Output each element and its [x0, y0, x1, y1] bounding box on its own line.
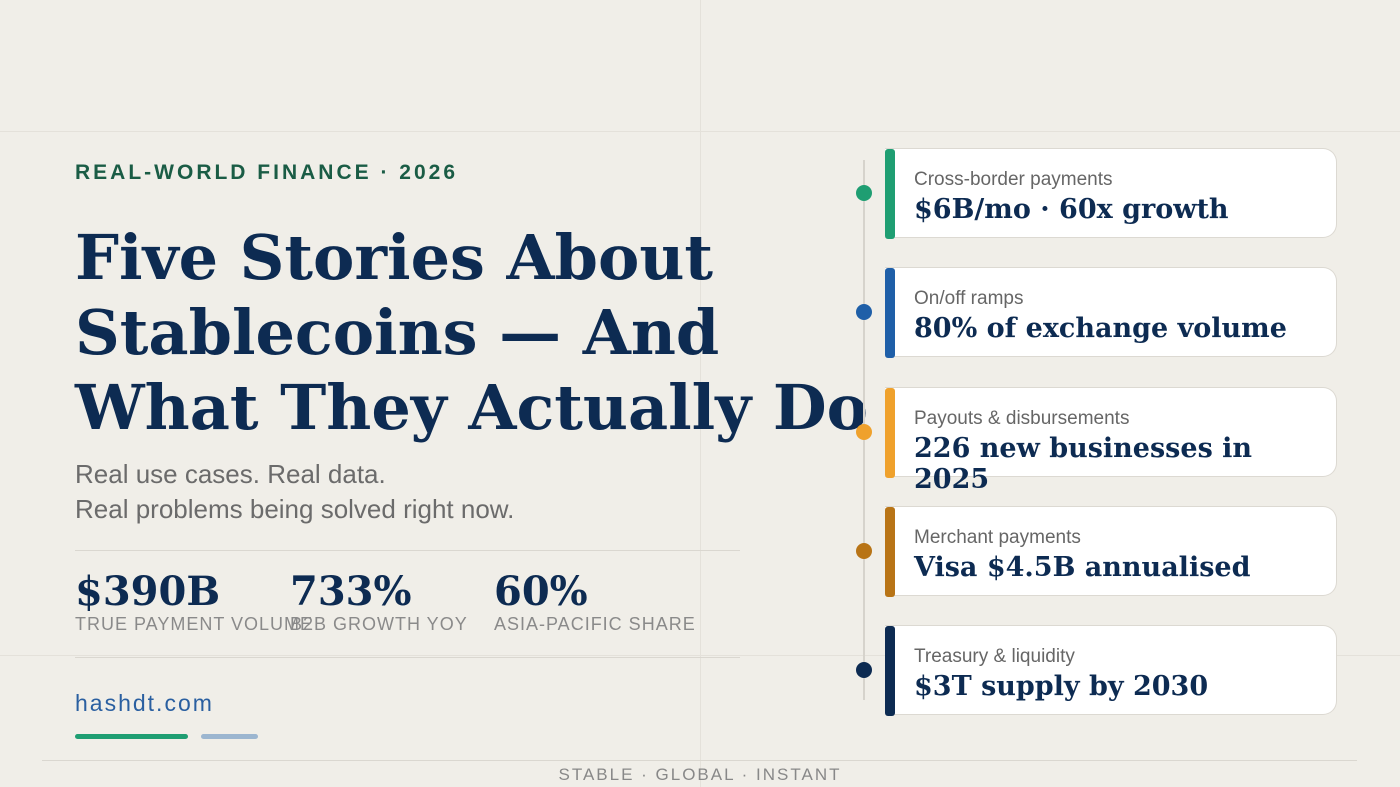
- timeline-dot: [856, 304, 872, 321]
- story-card: Treasury & liquidity $3T supply by 2030: [885, 625, 1337, 716]
- timeline-dot: [856, 185, 872, 201]
- stat-value: 733%: [290, 568, 412, 615]
- card-accent: [885, 268, 895, 359]
- story-card: Payouts & disbursements 226 new businesse…: [885, 386, 1337, 495]
- title: Five Stories About Stablecoins — And Wha…: [75, 220, 868, 445]
- card-label: Payouts & disbursements: [914, 407, 1130, 429]
- card-value: 80% of exchange volume: [914, 313, 1287, 345]
- card-accent: [885, 626, 895, 716]
- card-value: $3T supply by 2030: [914, 671, 1209, 702]
- title-line: Stablecoins — And: [75, 296, 720, 369]
- card-label: Treasury & liquidity: [914, 646, 1075, 667]
- grid-line: [0, 655, 1400, 656]
- subtitle-line: Real use cases. Real data.: [75, 459, 386, 489]
- stat-value: 60%: [494, 568, 588, 615]
- subtitle-line: Real problems being solved right now.: [75, 494, 515, 524]
- card-label: On/off ramps: [914, 288, 1024, 310]
- accent-bar: [75, 734, 188, 739]
- footer: STABLE · GLOBAL · INSTANT: [558, 765, 842, 784]
- title-line: Five Stories About: [75, 221, 714, 294]
- card-accent: [885, 506, 895, 597]
- subtitle: Real use cases. Real data. Real problems…: [75, 457, 514, 527]
- stat-value: $390B: [75, 568, 221, 615]
- stat-label: TRUE PAYMENT VOLUME: [75, 614, 314, 634]
- card-value: 226 new businesses in 2025: [914, 432, 1253, 495]
- stat-label: ASIA-PACIFIC SHARE: [494, 614, 696, 634]
- stat-label: B2B GROWTH YOY: [290, 614, 468, 634]
- divider: [75, 550, 740, 551]
- divider: [75, 657, 740, 658]
- card-value: Visa $4.5B annualised: [914, 551, 1251, 583]
- story-card: Cross-border payments $6B/mo · 60x growth: [885, 148, 1337, 239]
- title-line: What They Actually Do: [75, 371, 868, 444]
- accent-bar: [201, 734, 258, 739]
- card-accent: [885, 149, 895, 239]
- grid-line: [0, 131, 1400, 132]
- eyebrow: REAL-WORLD FINANCE · 2026: [75, 161, 459, 184]
- story-card: On/off ramps 80% of exchange volume: [885, 267, 1337, 359]
- timeline-dot: [856, 542, 872, 559]
- story-card: Merchant payments Visa $4.5B annualised: [885, 505, 1337, 597]
- card-label: Merchant payments: [914, 526, 1081, 548]
- card-label: Cross-border payments: [914, 169, 1113, 190]
- footer-rule: [42, 760, 1357, 761]
- timeline-dot: [856, 662, 872, 678]
- grid-line: [700, 0, 701, 787]
- card-value: $6B/mo · 60x growth: [914, 194, 1229, 225]
- card-accent: [885, 387, 895, 478]
- timeline-dot: [856, 423, 872, 440]
- website: hashdt.com: [75, 690, 214, 716]
